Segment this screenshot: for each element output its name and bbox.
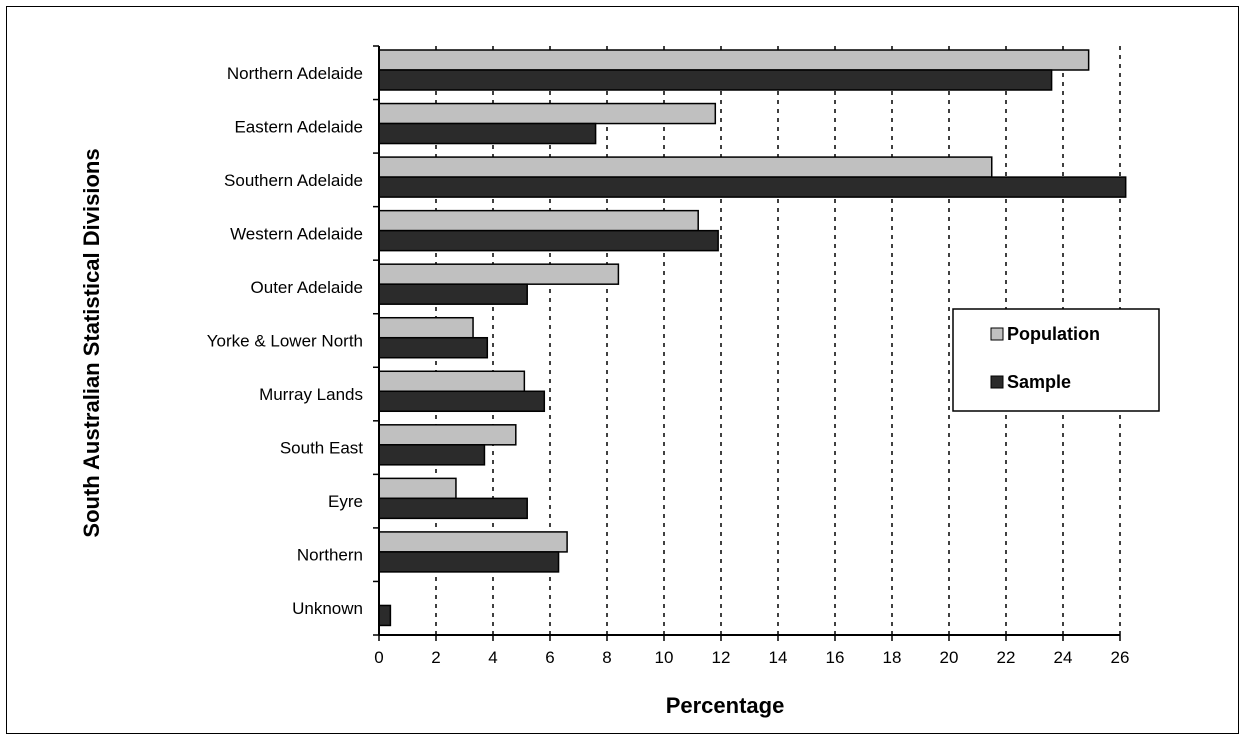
x-tick-label: 16 xyxy=(826,648,845,667)
bar-population-yorke-lower-north xyxy=(378,316,474,339)
y-axis-title: South Australian Statistical Divisions xyxy=(79,148,104,537)
category-labels: Northern Adelaide Eastern Adelaide Souther… xyxy=(207,64,364,618)
bar-sample-eyre xyxy=(378,497,528,520)
category-label: Eyre xyxy=(328,492,363,511)
bar-sample-northern xyxy=(378,551,560,573)
bar-population-eyre xyxy=(378,477,457,500)
bar-sample-western-adelaide xyxy=(378,229,719,252)
bar-population-northern xyxy=(378,531,568,553)
x-tick-label: 18 xyxy=(883,648,902,667)
category-label: Unknown xyxy=(292,599,363,618)
bar-sample-northern-adelaide xyxy=(378,69,1053,91)
bar-sample-southern-adelaide xyxy=(378,176,1127,198)
category-label: Southern Adelaide xyxy=(224,171,363,190)
bar-sample-south-east xyxy=(378,444,486,466)
legend-swatch-sample xyxy=(990,375,1004,389)
x-axis-title: Percentage xyxy=(666,693,785,718)
legend-box xyxy=(952,308,1160,412)
x-tick-label: 2 xyxy=(431,648,440,667)
bar-sample-unknown xyxy=(378,604,392,627)
category-label: Northern xyxy=(297,546,363,565)
axes xyxy=(373,45,1121,641)
x-tick-label: 24 xyxy=(1054,648,1073,667)
legend-label-population: Population xyxy=(1007,324,1100,344)
bar-sample-murray-lands xyxy=(378,390,546,413)
category-label: South East xyxy=(280,439,363,458)
x-tick-label: 12 xyxy=(712,648,731,667)
x-tick-label: 4 xyxy=(488,648,497,667)
x-tick-label: 14 xyxy=(769,648,788,667)
bar-population-outer-adelaide xyxy=(378,263,620,285)
category-label: Yorke & Lower North xyxy=(207,332,363,351)
legend-swatch-population xyxy=(990,327,1004,341)
x-tick-label: 22 xyxy=(997,648,1016,667)
x-tick-label: 10 xyxy=(655,648,674,667)
category-label: Outer Adelaide xyxy=(251,278,363,297)
bar-population-south-east xyxy=(378,424,517,446)
chart-frame: Northern Adelaide Eastern Adelaide Souther… xyxy=(6,6,1239,734)
x-tick-label: 0 xyxy=(374,648,383,667)
bar-population-murray-lands xyxy=(378,370,526,393)
category-label: Eastern Adelaide xyxy=(234,117,363,136)
bar-sample-outer-adelaide xyxy=(378,283,528,305)
bar-population-southern-adelaide xyxy=(378,156,993,178)
legend: Population Sample xyxy=(952,308,1160,412)
bar-chart: Northern Adelaide Eastern Adelaide Souther… xyxy=(79,45,1160,718)
x-tick-label: 8 xyxy=(602,648,611,667)
x-tick-label: 20 xyxy=(940,648,959,667)
category-label: Western Adelaide xyxy=(230,224,363,243)
category-label: Murray Lands xyxy=(259,385,363,404)
bar-population-western-adelaide xyxy=(378,209,699,232)
bar-population-northern-adelaide xyxy=(378,49,1090,71)
bar-sample-eastern-adelaide xyxy=(378,122,597,145)
category-label: Northern Adelaide xyxy=(227,64,363,83)
bar-sample-yorke-lower-north xyxy=(378,336,489,359)
x-tick-label: 6 xyxy=(545,648,554,667)
bar-population-eastern-adelaide xyxy=(378,102,717,125)
legend-label-sample: Sample xyxy=(1007,372,1071,392)
x-tick-labels: 0 2 4 6 8 10 12 14 16 18 20 22 24 26 xyxy=(374,648,1129,667)
x-tick-label: 26 xyxy=(1111,648,1130,667)
